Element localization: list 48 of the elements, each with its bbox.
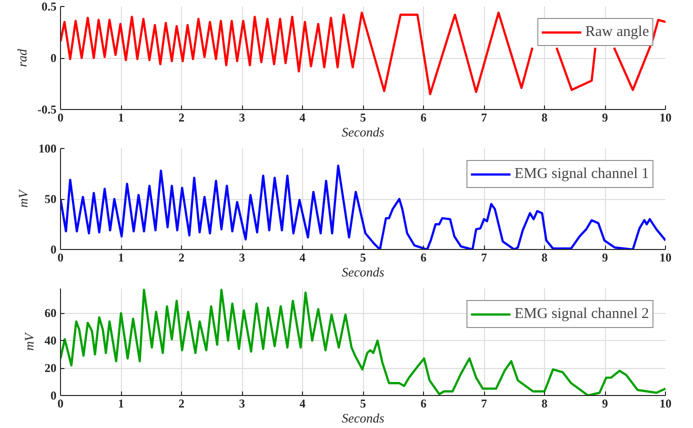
y-axis-title: mV — [22, 331, 36, 351]
y-axis-title: mV — [16, 188, 30, 208]
y-tick-label: 40 — [44, 334, 56, 348]
line-series — [60, 288, 666, 396]
x-tick-label: 10 — [660, 396, 672, 410]
x-tick-label: 9 — [602, 250, 608, 264]
x-tick-label: 3 — [239, 110, 245, 124]
x-tick-label: 1 — [118, 250, 124, 264]
y-tick-label: 60 — [44, 306, 56, 320]
x-tick-label: 2 — [178, 396, 184, 410]
x-tick-label: 10 — [660, 250, 672, 264]
y-tick-label: 20 — [44, 361, 56, 376]
x-tick-label: 7 — [481, 250, 487, 264]
x-tick-label: 8 — [542, 396, 548, 410]
x-tick-label: 6 — [420, 110, 426, 124]
x-axis-title: Seconds — [342, 124, 384, 140]
x-tick-label: 1 — [118, 396, 124, 410]
x-tick-label: 8 — [542, 110, 548, 124]
y-tick-label: 50 — [44, 192, 56, 206]
x-tick-label: 7 — [481, 110, 487, 124]
legend-label: Raw angle — [585, 24, 649, 40]
x-tick-label: 2 — [178, 250, 184, 264]
x-tick-label: 8 — [542, 250, 548, 264]
y-tick-label: 100 — [38, 142, 56, 156]
x-tick-label: 3 — [239, 396, 245, 410]
legend-label: EMG signal channel 2 — [514, 306, 649, 322]
x-axis-title: Seconds — [342, 410, 384, 426]
x-tick-label: 3 — [239, 250, 245, 264]
y-tick-label: 0 — [50, 51, 56, 65]
legend-label: EMG signal channel 1 — [514, 166, 649, 182]
x-tick-label: 7 — [481, 396, 487, 410]
x-tick-label: 6 — [420, 396, 426, 410]
x-tick-label: 10 — [660, 110, 672, 124]
x-tick-label: 9 — [602, 110, 608, 124]
x-tick-label: 5 — [360, 110, 366, 124]
x-tick-label: 6 — [420, 250, 426, 264]
x-tick-label: 4 — [300, 110, 306, 124]
y-tick-label: 0.5 — [42, 0, 56, 14]
x-tick-label: 1 — [118, 110, 124, 124]
x-tick-label: 4 — [300, 396, 306, 410]
x-tick-label: 9 — [602, 396, 608, 410]
y-tick-label: -0.5 — [38, 102, 57, 116]
x-tick-label: 2 — [178, 110, 184, 124]
x-tick-label: 4 — [300, 250, 306, 264]
x-tick-label: 5 — [360, 250, 366, 264]
y-axis-title: rad — [14, 48, 30, 68]
x-axis-title: Seconds — [342, 264, 384, 280]
x-tick-label: 5 — [360, 396, 366, 410]
